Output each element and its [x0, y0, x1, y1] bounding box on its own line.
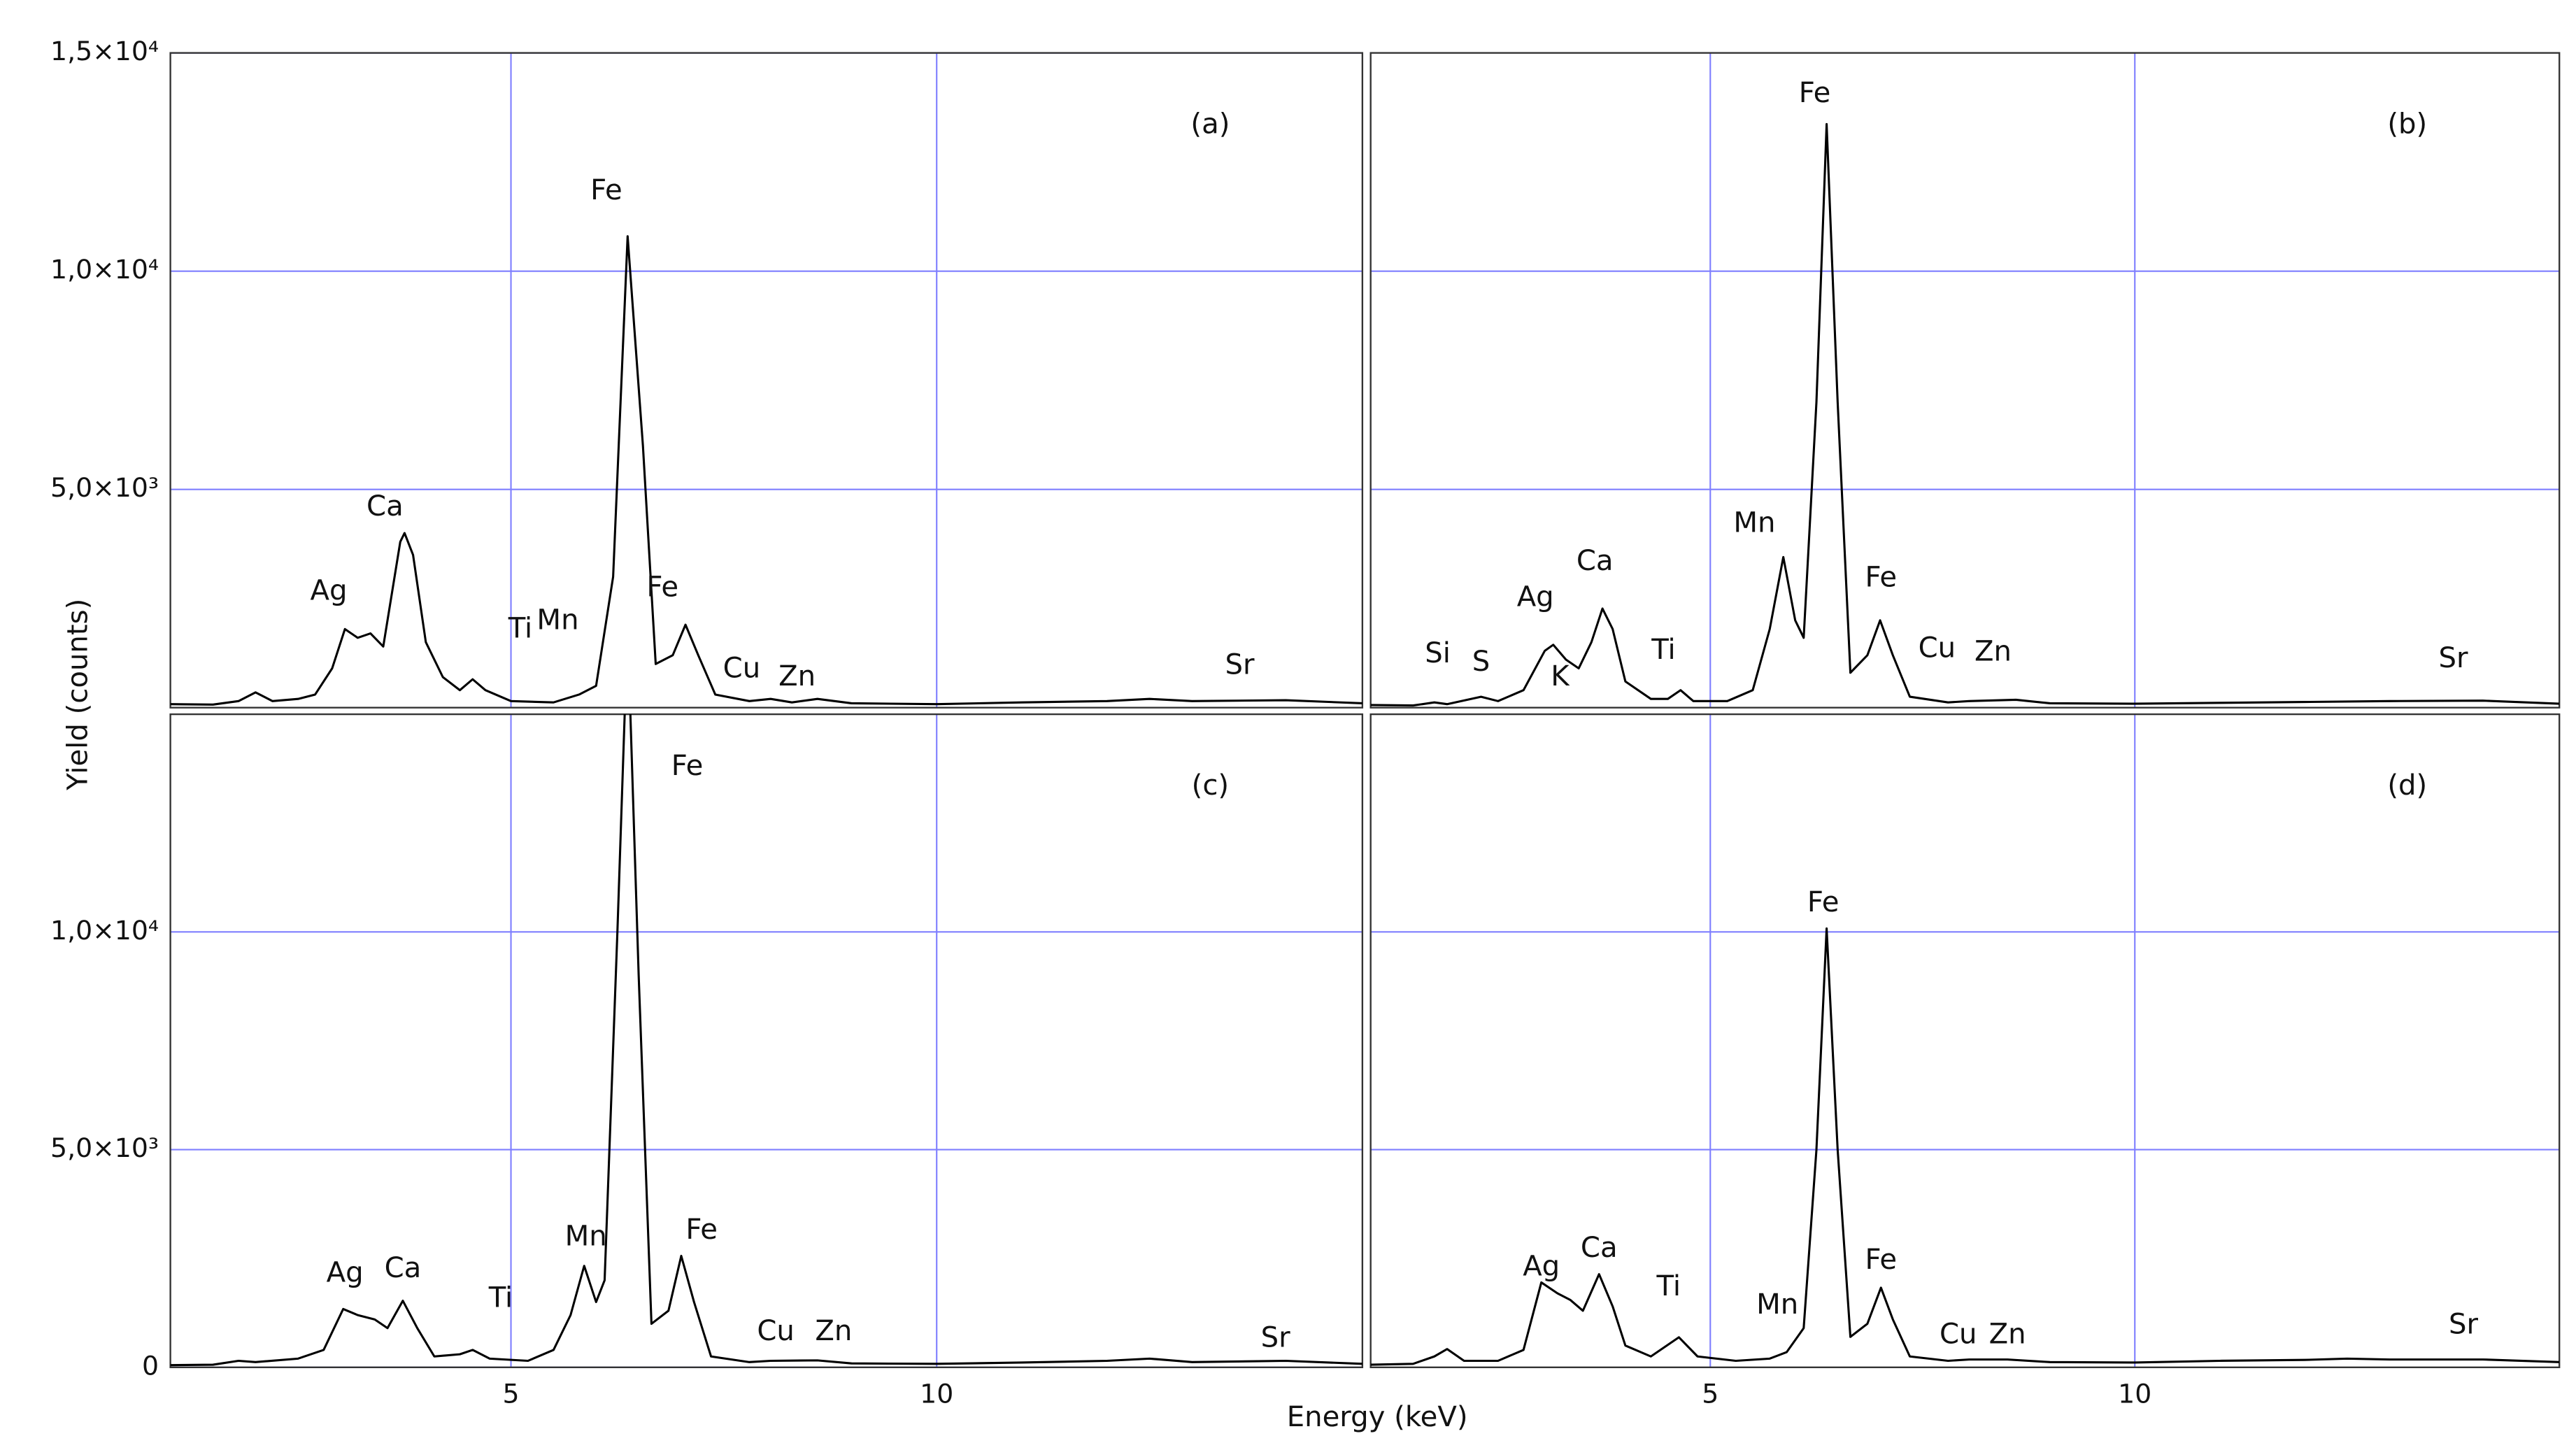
peak-label: Mn: [565, 1220, 607, 1252]
y-tick-label: 1,0×10⁴: [50, 254, 159, 285]
panel-frame: [1369, 52, 2561, 709]
peak-label: K: [1551, 660, 1570, 692]
peak-label: Cu: [723, 652, 761, 684]
spectrum-line: [170, 235, 1362, 706]
panel-label: (a): [1190, 108, 1230, 141]
peak-label: Ca: [1581, 1232, 1618, 1264]
peak-label: Ti: [508, 613, 532, 645]
y-tick-label: 1,0×10⁴: [50, 915, 159, 946]
x-tick-label: 10: [2118, 1378, 2151, 1409]
peak-label: Fe: [685, 1214, 718, 1246]
x-axis-title: Energy (keV): [1287, 1401, 1468, 1433]
plot-area: [170, 714, 1362, 1367]
peak-label: Zn: [1989, 1318, 2026, 1350]
peak-label: Mn: [1733, 507, 1775, 539]
spectrum-line: [1370, 927, 2560, 1366]
peak-label: Mn: [536, 604, 578, 637]
plot-area: [170, 235, 1362, 706]
panel-frame: [169, 52, 1364, 709]
x-tick-label: 5: [503, 1378, 520, 1409]
panel-label: (d): [2387, 769, 2427, 802]
y-tick-label: 5,0×10³: [50, 472, 159, 503]
peak-label: Fe: [1799, 77, 1831, 109]
peak-label: Zn: [778, 660, 816, 692]
panel-label: (b): [2387, 108, 2427, 141]
peak-label: Sr: [1225, 648, 1255, 681]
peak-label: Ag: [1517, 581, 1554, 613]
peak-label: Mn: [1756, 1288, 1798, 1321]
y-axis-title: Yield (counts): [62, 599, 94, 791]
peak-label: Ca: [385, 1252, 422, 1284]
peak-label: S: [1472, 646, 1490, 678]
peak-label: Fe: [1865, 1244, 1897, 1276]
x-tick-label: 10: [920, 1378, 953, 1409]
y-tick-label: 1,5×10⁴: [50, 36, 159, 66]
peak-label: Cu: [757, 1315, 795, 1347]
peak-label: Fe: [671, 750, 704, 782]
peak-label: Fe: [1865, 562, 1897, 594]
peak-label: Cu: [1940, 1318, 1977, 1350]
y-tick-label: 0: [142, 1350, 159, 1381]
peak-label: Ti: [1651, 634, 1675, 666]
panel-label: (c): [1192, 769, 1229, 802]
peak-label: Ti: [488, 1282, 513, 1314]
peak-label: Si: [1425, 637, 1451, 669]
panel-frame: [1369, 713, 2561, 1368]
peak-label: Cu: [1919, 632, 1956, 664]
peak-label: Ti: [1656, 1270, 1681, 1302]
peak-label: Fe: [590, 174, 622, 206]
y-tick-label: 5,0×10³: [50, 1132, 159, 1163]
peak-label: Ag: [311, 574, 348, 606]
peak-label: Ag: [327, 1257, 364, 1289]
peak-label: Fe: [646, 571, 678, 603]
plot-area: [1370, 927, 2560, 1366]
spectrum-line: [170, 714, 1362, 1367]
plot-area: [1370, 122, 2560, 707]
peak-label: Zn: [1974, 636, 2012, 668]
peak-label: Sr: [2438, 642, 2468, 674]
x-tick-label: 5: [1702, 1378, 1718, 1409]
peak-label: Fe: [1807, 886, 1840, 918]
peak-label: Sr: [1261, 1321, 1290, 1353]
peak-label: Zn: [815, 1315, 852, 1347]
peak-label: Ca: [367, 490, 404, 523]
peak-label: Sr: [2449, 1309, 2478, 1341]
panel-frame: [169, 713, 1364, 1368]
peak-label: Ca: [1577, 545, 1614, 577]
peak-label: Ag: [1523, 1250, 1560, 1282]
spectrum-line: [1370, 122, 2560, 707]
